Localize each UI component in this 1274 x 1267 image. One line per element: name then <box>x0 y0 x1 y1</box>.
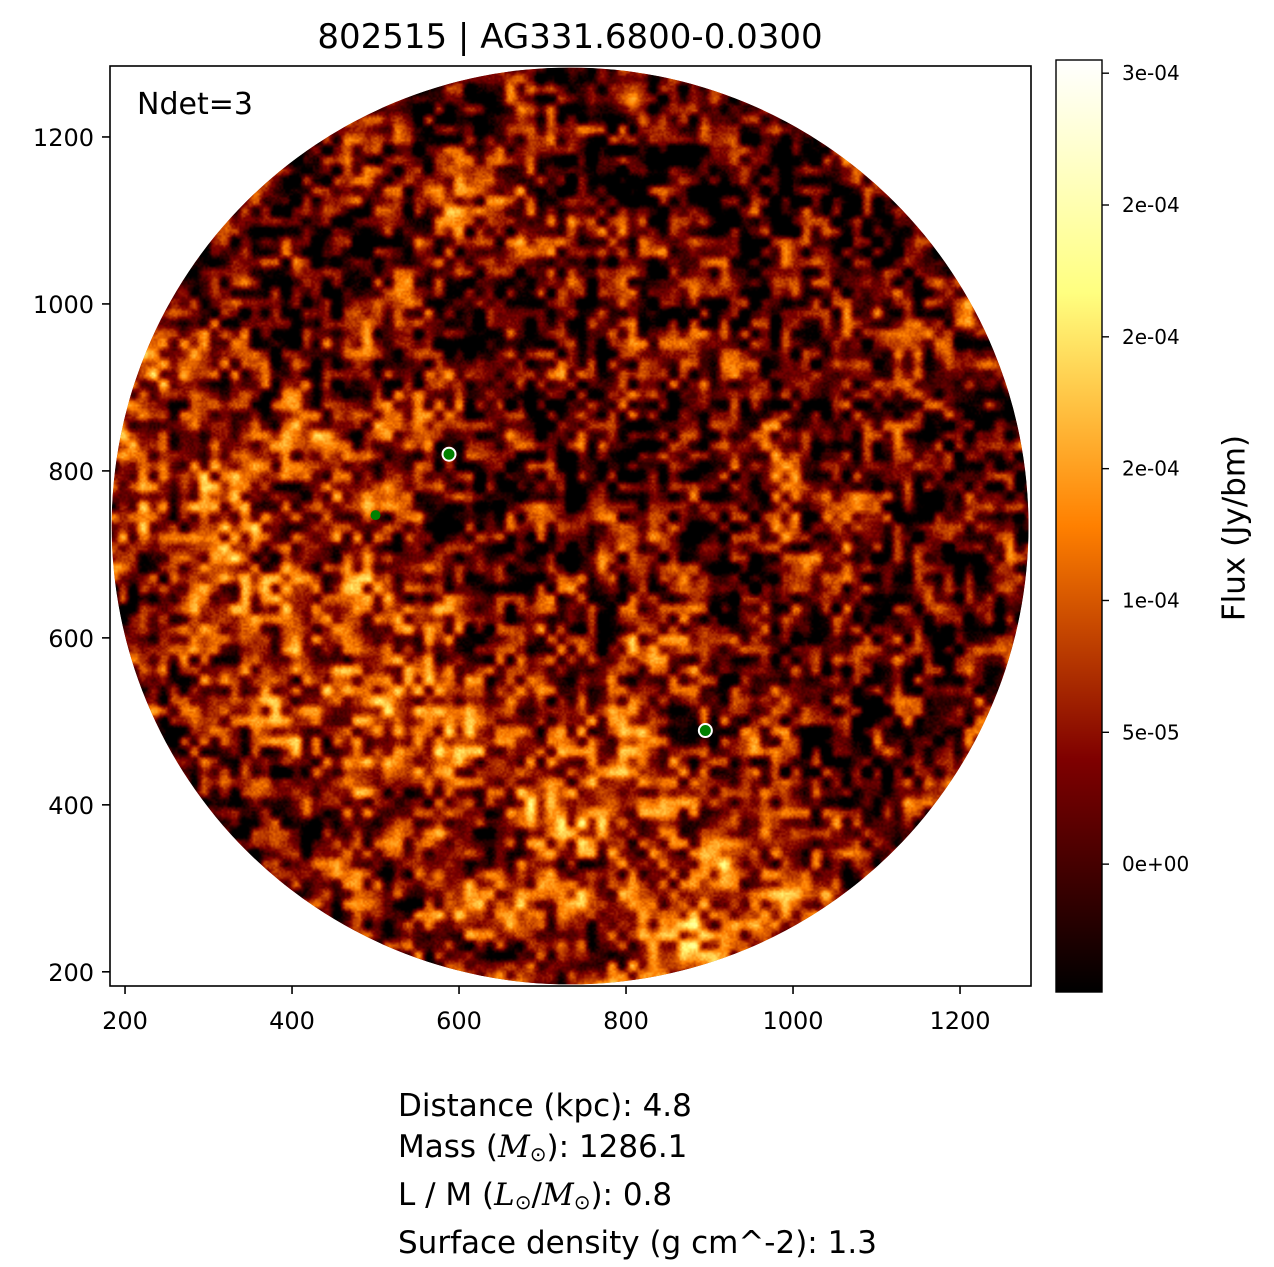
colorbar-tick-label-0: 0e+00 <box>1122 852 1189 876</box>
x-axis: 200 400 600 800 1000 1200 <box>102 986 991 1035</box>
lm-line: L / M (L⊙/M⊙): 0.8 <box>398 1177 673 1214</box>
y-axis: 200 400 600 800 1000 1200 <box>33 124 110 987</box>
y-tick-label-200: 200 <box>48 959 94 987</box>
detection-marker-3 <box>697 723 713 739</box>
x-tick-label-600: 600 <box>436 1007 482 1035</box>
colorbar: 0e+00 5e-05 1e-04 2e-04 2e-04 2e-04 3e-04 Flux… <box>1055 59 1253 993</box>
x-tick-label-800: 800 <box>603 1007 649 1035</box>
detection-marker-1 <box>441 446 457 462</box>
colorbar-tick-label-5: 2e-04 <box>1122 193 1180 217</box>
y-tick-label-400: 400 <box>48 792 94 820</box>
flux-map <box>111 67 1029 985</box>
colorbar-tick-label-4: 2e-04 <box>1122 325 1180 349</box>
y-tick-label-800: 800 <box>48 458 94 486</box>
detections <box>370 446 713 739</box>
x-tick-label-200: 200 <box>102 1007 148 1035</box>
y-tick-label-1200: 1200 <box>33 124 94 152</box>
ndet-annotation: Ndet=3 <box>137 87 253 122</box>
info-panel: Distance (kpc): 4.8 Mass (M⊙): 1286.1 L … <box>398 1086 877 1264</box>
surface-density-line: Surface density (g cm^-2): 1.3 <box>398 1225 877 1261</box>
colorbar-tick-label-1: 5e-05 <box>1122 720 1180 744</box>
field-image <box>111 67 1029 985</box>
chart-title: 802515 | AG331.6800-0.0300 <box>317 17 822 57</box>
plot-area: 200 400 600 800 1000 1200 200 400 600 800 1000 120… <box>33 65 1032 1035</box>
surface-density-value: 1.3 <box>827 1225 877 1261</box>
x-tick-label-1200: 1200 <box>929 1007 990 1035</box>
distance-line: Distance (kpc): 4.8 <box>398 1088 692 1124</box>
y-tick-label-1000: 1000 <box>33 291 94 319</box>
mass-value: 1286.1 <box>578 1129 688 1165</box>
colorbar-gradient <box>1055 59 1103 993</box>
colorbar-label: Flux (Jy/bm) <box>1217 435 1253 621</box>
colorbar-tick-label-3: 2e-04 <box>1122 457 1180 481</box>
mass-line: Mass (M⊙): 1286.1 <box>398 1129 688 1166</box>
x-tick-label-400: 400 <box>269 1007 315 1035</box>
plot-frame <box>109 65 1032 987</box>
y-tick-label-600: 600 <box>48 625 94 653</box>
colorbar-tick-label-2: 1e-04 <box>1122 588 1180 612</box>
lm-value: 0.8 <box>622 1177 673 1213</box>
x-tick-label-1000: 1000 <box>762 1007 823 1035</box>
colorbar-tick-label-6: 3e-04 <box>1122 61 1180 85</box>
detection-marker-2 <box>370 510 381 521</box>
colorbar-ticks: 0e+00 5e-05 1e-04 2e-04 2e-04 2e-04 3e-04 <box>1102 61 1189 876</box>
distance-value: 4.8 <box>642 1088 692 1124</box>
